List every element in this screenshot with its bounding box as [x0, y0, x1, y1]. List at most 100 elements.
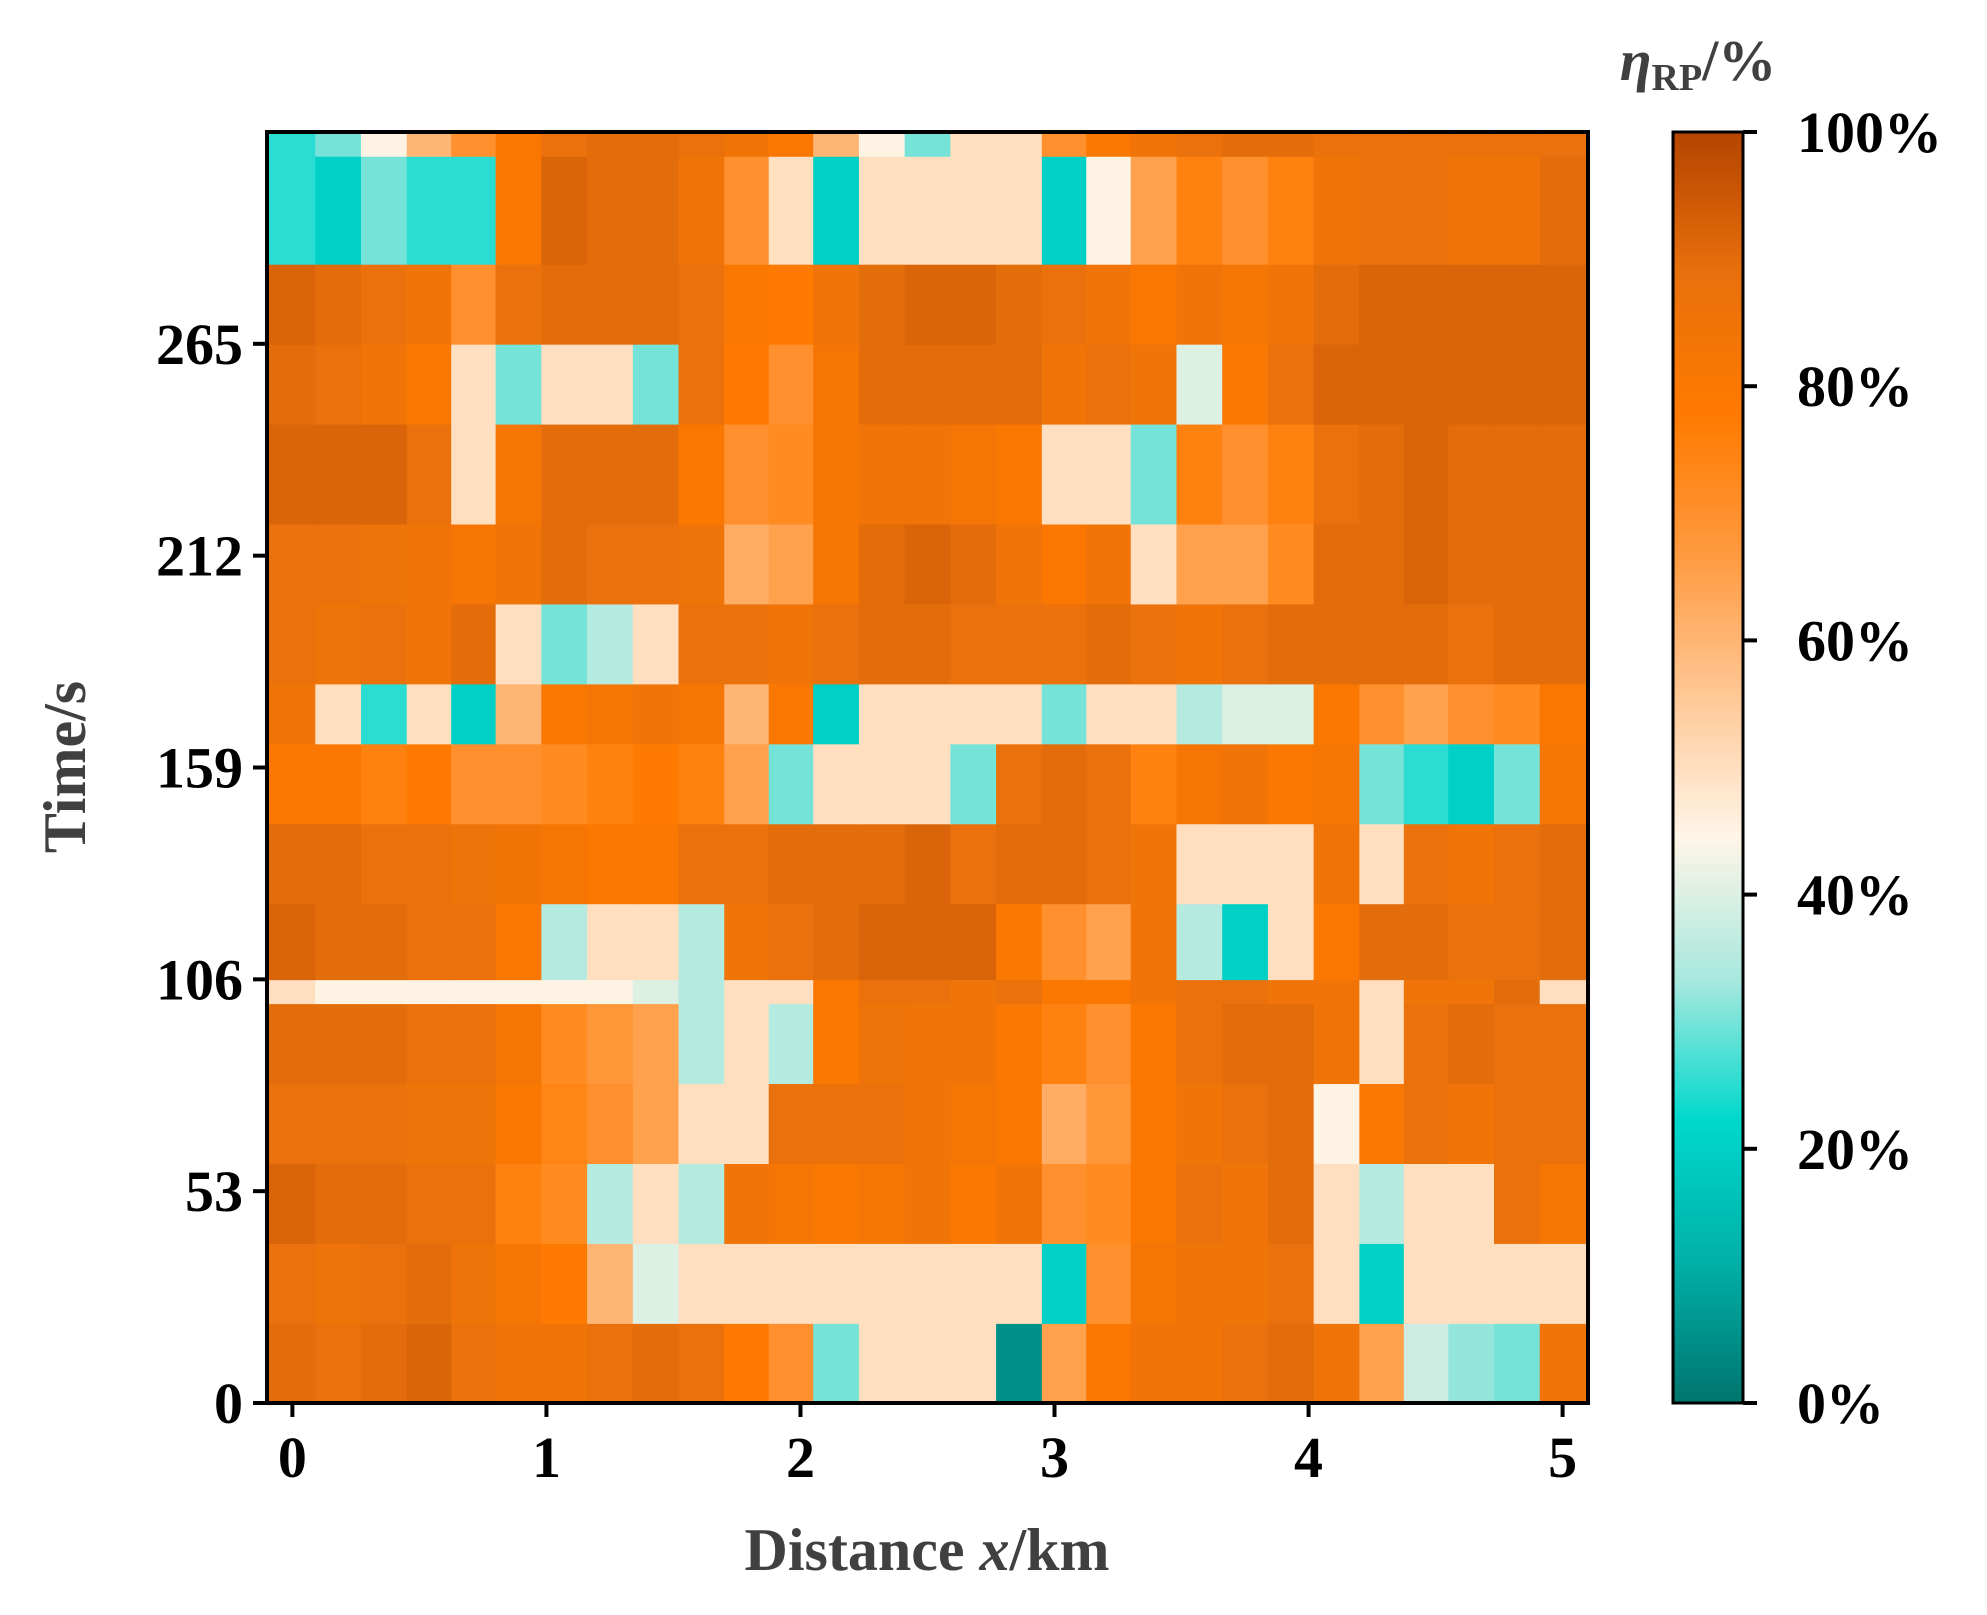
- heatmap-cell: [1359, 823, 1405, 905]
- heatmap-cell: [1041, 132, 1088, 157]
- heatmap-cell: [1130, 523, 1178, 605]
- heatmap-cell: [1313, 343, 1361, 425]
- heatmap-cell: [406, 1003, 452, 1085]
- heatmap-cell: [1494, 263, 1541, 345]
- heatmap-cell: [406, 743, 452, 825]
- heatmap-cell: [813, 132, 860, 157]
- heatmap-cells: [267, 132, 1589, 1404]
- x-axis: 0 1 2 3 4 5: [278, 1403, 1577, 1490]
- heatmap-cell: [360, 263, 408, 345]
- heatmap-cell: [1539, 423, 1589, 525]
- heatmap-cell: [1403, 683, 1450, 745]
- heatmap-cell: [950, 423, 997, 525]
- heatmap-cell: [1041, 523, 1088, 605]
- heatmap-cell: [451, 1163, 497, 1244]
- x-tick-label: 0: [278, 1425, 307, 1490]
- heatmap-cell: [1359, 1323, 1405, 1404]
- heatmap-cell: [451, 1083, 497, 1164]
- heatmap-cell: [1403, 132, 1450, 157]
- heatmap-cell: [1359, 263, 1405, 345]
- y-axis-label: Time/s: [32, 681, 98, 853]
- heatmap-cell: [813, 263, 860, 345]
- heatmap-cell: [587, 603, 634, 685]
- heatmap-cell: [587, 823, 634, 905]
- heatmap-cell: [768, 263, 814, 345]
- heatmap-cell: [1130, 1003, 1178, 1085]
- heatmap-cell: [495, 132, 543, 157]
- heatmap-cell: [768, 343, 814, 425]
- heatmap-cell: [1222, 132, 1269, 157]
- heatmap-cell: [1130, 823, 1178, 905]
- heatmap-cell: [768, 1243, 814, 1324]
- heatmap-cell: [813, 603, 860, 685]
- heatmap-cell: [768, 683, 814, 745]
- heatmap-cell: [541, 823, 588, 905]
- heatmap-cell: [495, 423, 543, 525]
- heatmap-cell: [678, 1083, 726, 1164]
- heatmap-cell: [1494, 1003, 1541, 1085]
- heatmap-cell: [950, 263, 997, 345]
- y-tick-label: 106: [156, 947, 243, 1012]
- heatmap-cell: [541, 1003, 588, 1085]
- heatmap-cell: [360, 155, 408, 265]
- heatmap-cell: [724, 343, 770, 425]
- heatmap-cell: [406, 683, 452, 745]
- heatmap-cell: [1267, 1163, 1315, 1244]
- heatmap-cell: [1222, 263, 1269, 345]
- heatmap-cell: [267, 1243, 317, 1324]
- heatmap-cell: [1130, 132, 1178, 157]
- heatmap-cell: [315, 823, 362, 905]
- heatmap-cell: [1359, 1163, 1405, 1244]
- heatmap-cell: [1539, 1163, 1589, 1244]
- heatmap-cell: [587, 1323, 634, 1404]
- heatmap-cell: [1539, 343, 1589, 425]
- heatmap-cell: [1086, 1083, 1132, 1164]
- heatmap-cell: [315, 155, 362, 265]
- heatmap-cell: [406, 1163, 452, 1244]
- heatmap-cell: [1494, 603, 1541, 685]
- heatmap-cell: [315, 1243, 362, 1324]
- heatmap-cell: [1539, 132, 1589, 157]
- heatmap-cell: [451, 343, 497, 425]
- heatmap-cell: [587, 1163, 634, 1244]
- heatmap-cell: [495, 1083, 543, 1164]
- heatmap-cell: [267, 523, 317, 605]
- heatmap-cell: [950, 603, 997, 685]
- heatmap-cell: [1222, 1083, 1269, 1164]
- heatmap-cell: [1313, 155, 1361, 265]
- heatmap-cell: [1494, 423, 1541, 525]
- x-tick-label: 5: [1548, 1425, 1577, 1490]
- heatmap-cell: [768, 603, 814, 685]
- heatmap-cell: [1313, 1243, 1361, 1324]
- heatmap-cell: [1041, 903, 1088, 981]
- heatmap-cell: [904, 343, 952, 425]
- heatmap-cell: [950, 1083, 997, 1164]
- heatmap-cell: [451, 743, 497, 825]
- heatmap-cell: [1313, 523, 1361, 605]
- heatmap-cell: [724, 903, 770, 981]
- heatmap-cell: [267, 903, 317, 981]
- heatmap-cell: [1130, 423, 1178, 525]
- heatmap-cell: [587, 743, 634, 825]
- heatmap-cell: [1086, 132, 1132, 157]
- heatmap-cell: [768, 132, 814, 157]
- heatmap-cell: [495, 263, 543, 345]
- heatmap-cell: [451, 1243, 497, 1324]
- heatmap-cell: [950, 823, 997, 905]
- heatmap-cell: [1130, 979, 1178, 1005]
- heatmap-cell: [1267, 683, 1315, 745]
- heatmap-cell: [1403, 823, 1450, 905]
- heatmap-cell: [1041, 423, 1088, 525]
- heatmap-cell: [1176, 343, 1223, 425]
- heatmap-cell: [1176, 523, 1223, 605]
- heatmap-cell: [267, 423, 317, 525]
- heatmap-cell: [950, 743, 997, 825]
- heatmap-cell: [1267, 523, 1315, 605]
- heatmap-cell: [406, 823, 452, 905]
- heatmap-cell: [632, 979, 680, 1005]
- heatmap-cell: [587, 1003, 634, 1085]
- heatmap-cell: [1448, 823, 1495, 905]
- heatmap-cell: [1313, 1323, 1361, 1404]
- heatmap-cell: [1086, 1003, 1132, 1085]
- heatmap-cell: [950, 343, 997, 425]
